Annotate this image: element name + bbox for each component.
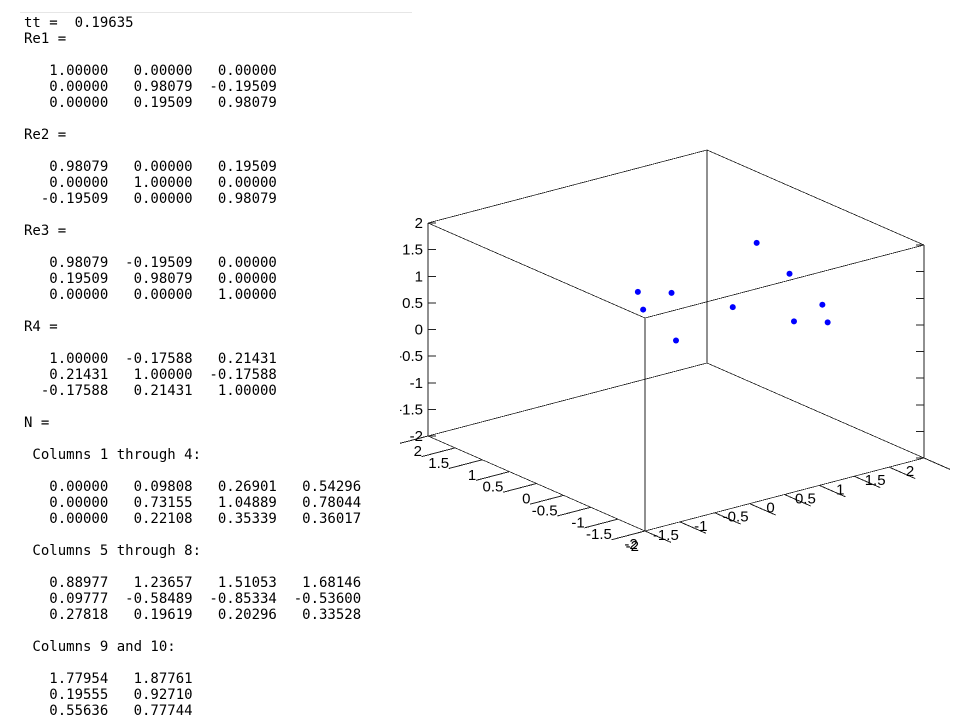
box-edge (427, 362, 708, 437)
console-line: Columns 1 through 4: (24, 447, 202, 463)
console-line: 1.00000 0.00000 0.00000 (24, 63, 277, 79)
y-tick-label: -0.5 (532, 502, 558, 519)
console-line: 0.00000 0.73155 1.04889 0.78044 (24, 495, 362, 511)
axis-tick-labels: -2-1.5-1-0.500.511.52-2-1.5-1-0.500.511.… (400, 215, 914, 555)
console-line: 0.00000 0.98079 -0.19509 (24, 79, 277, 95)
box-edge (706, 149, 925, 246)
console-line: 0.55636 0.77744 (24, 703, 193, 719)
y-tick-label: 1.5 (428, 455, 449, 472)
z-tick-label: -0.5 (400, 348, 423, 365)
y-tick (502, 483, 537, 493)
x-tick (714, 512, 741, 525)
data-points (634, 239, 831, 344)
y-tick-label: -2 (626, 538, 639, 555)
y-tick-label: 0 (522, 491, 530, 508)
x-tick (644, 530, 672, 543)
console-line: 0.19509 0.98079 0.00000 (24, 271, 277, 287)
box-edge (427, 149, 708, 224)
y-tick (421, 447, 456, 458)
axis-ticks (400, 222, 951, 543)
y-tick (448, 459, 483, 469)
z-tick-label: 0 (415, 322, 423, 339)
z-tick-label: -2 (410, 428, 423, 445)
console-line: Re3 = (24, 223, 67, 239)
y-tick-label: -1 (571, 514, 584, 531)
x-tick (819, 484, 846, 498)
data-point (824, 319, 831, 326)
box-edge (644, 244, 925, 319)
console-line: 0.00000 1.00000 0.00000 (24, 175, 277, 191)
x-tick-label: 0.5 (795, 490, 816, 507)
console-line: tt = 0.19635 (24, 15, 134, 31)
console-line: 0.00000 0.22108 0.35339 0.36017 (24, 511, 362, 527)
console-line: 0.00000 0.09808 0.26901 0.54296 (24, 479, 362, 495)
x-tick-label: -1.5 (653, 527, 679, 544)
data-point (729, 304, 736, 311)
x-tick (784, 494, 811, 507)
y-tick (611, 530, 646, 541)
data-point (668, 289, 675, 296)
console-line: Columns 5 through 8: (24, 543, 202, 559)
x-tick-label: 0 (766, 500, 774, 517)
z-tick-label: -1 (410, 375, 423, 392)
console-line: 0.98079 0.00000 0.19509 (24, 159, 277, 175)
data-point (819, 301, 826, 308)
z-tick-label: 0.5 (402, 295, 423, 312)
y-tick (475, 471, 510, 481)
x-tick-label: 1 (836, 481, 844, 498)
console-line: R4 = (24, 319, 58, 335)
z-tick-label: 1.5 (402, 242, 423, 259)
x-tick (888, 466, 916, 479)
data-point (790, 318, 797, 325)
console-line: 0.88977 1.23657 1.51053 1.68146 (24, 575, 362, 591)
z-tick-label: -1.5 (400, 401, 423, 418)
command-window-output: tt = 0.19635 Re1 = 1.00000 0.00000 0.0000… (20, 12, 412, 719)
x-tick (749, 503, 776, 516)
y-tick (557, 506, 591, 517)
console-line: 0.19555 0.92710 (24, 687, 193, 703)
x-tick (923, 457, 951, 470)
x-tick (679, 521, 707, 534)
console-line: -0.19509 0.00000 0.98079 (24, 191, 277, 207)
x-tick-label: -1 (694, 518, 707, 535)
x-tick (854, 475, 881, 489)
box-edge (706, 362, 925, 459)
x-tick-label: -0.5 (723, 509, 749, 526)
console-line: 0.00000 0.00000 1.00000 (24, 287, 277, 303)
console-line: 0.00000 0.19509 0.98079 (24, 95, 277, 111)
z-tick-label: 1 (415, 268, 423, 285)
console-line: 0.27818 0.19619 0.20296 0.33528 (24, 607, 362, 623)
console-line: -0.17588 0.21431 1.00000 (24, 383, 277, 399)
y-tick (530, 494, 564, 505)
console-line: 0.09777 -0.58489 -0.85334 -0.53600 (24, 591, 362, 607)
data-point (753, 239, 760, 246)
z-tick-label: 2 (415, 215, 423, 232)
x-tick-label: 1.5 (865, 472, 886, 489)
box-edge (427, 222, 646, 319)
y-tick-label: 1 (468, 467, 476, 484)
scatter3d-plot[interactable]: -2-1.5-1-0.500.511.52-2-1.5-1-0.500.511.… (400, 140, 960, 560)
y-tick-label: -1.5 (586, 526, 612, 543)
console-line: 1.00000 -0.17588 0.21431 (24, 351, 277, 367)
console-line: 1.77954 1.87761 (24, 671, 193, 687)
console-line: Re2 = (24, 127, 67, 143)
y-tick-label: 0.5 (483, 479, 504, 496)
x-tick-label: -2 (624, 536, 637, 553)
console-line: N = (24, 415, 50, 431)
console-line: 0.98079 -0.19509 0.00000 (24, 255, 277, 271)
console-line: Re1 = (24, 31, 67, 47)
data-point (673, 337, 679, 344)
y-tick (584, 518, 619, 529)
console-line: 0.21431 1.00000 -0.17588 (24, 367, 277, 383)
console-line: Columns 9 and 10: (24, 639, 176, 655)
y-tick (400, 435, 429, 444)
data-point (640, 306, 647, 313)
data-point (786, 270, 793, 277)
x-tick-label: 2 (906, 463, 914, 480)
y-tick-label: 2 (414, 443, 422, 460)
data-point (634, 288, 641, 295)
